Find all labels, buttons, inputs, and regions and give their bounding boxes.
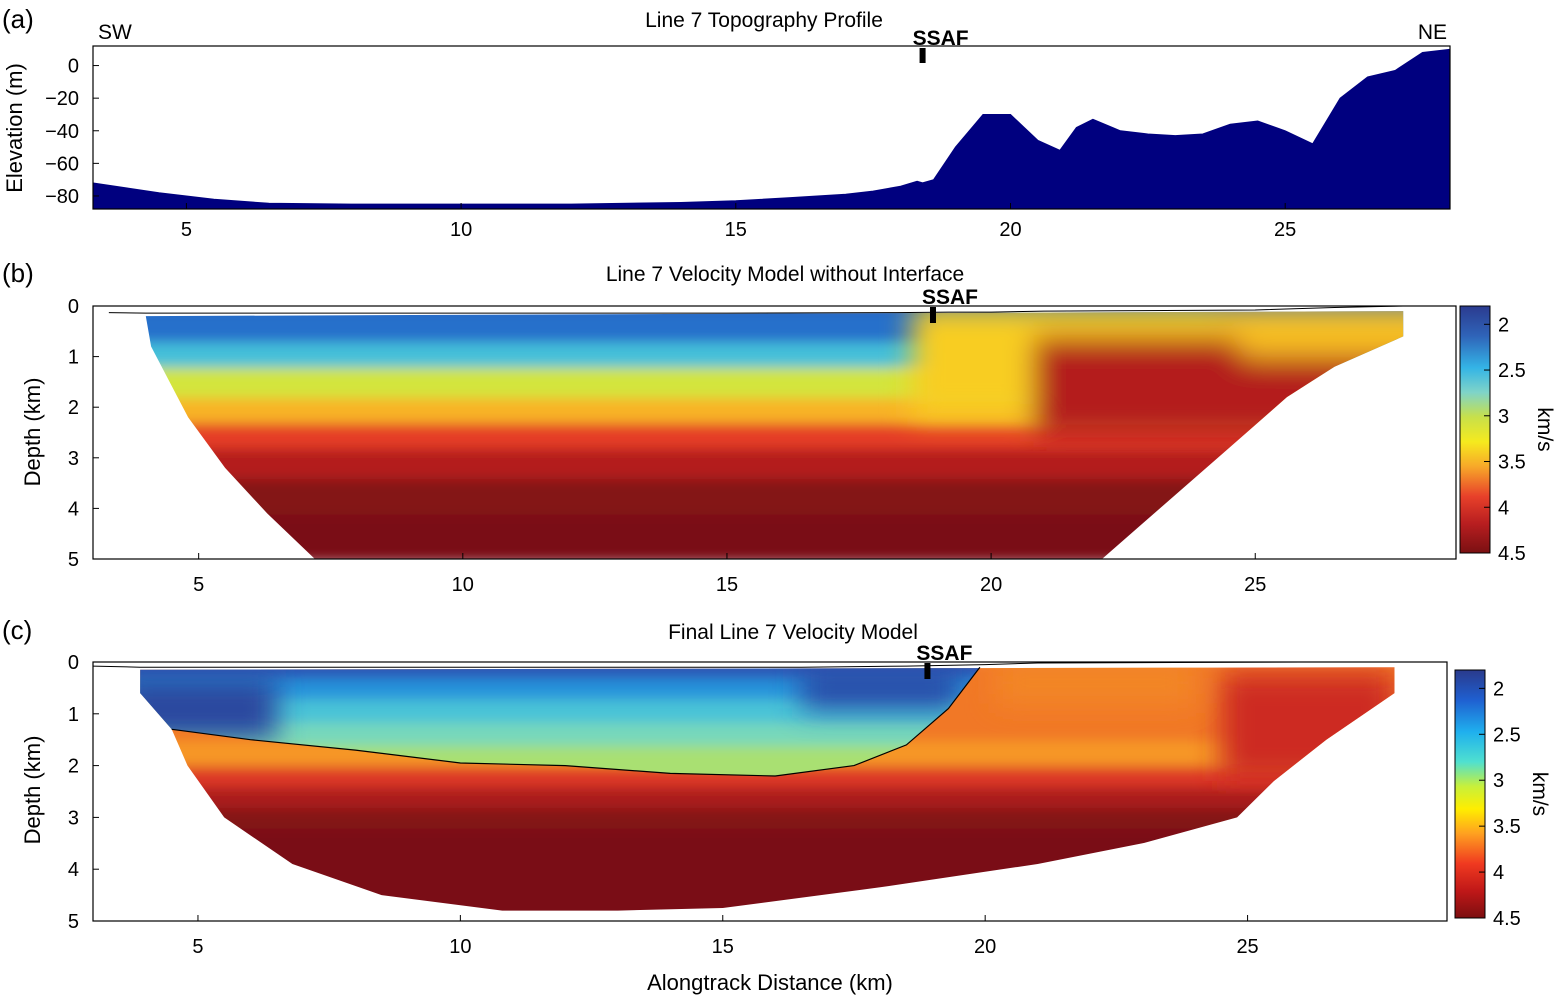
panel-b-velocity-field <box>145 311 1404 559</box>
y-tick-label: −20 <box>45 88 79 110</box>
y-tick-label: 1 <box>68 704 79 726</box>
panel-a-title: Line 7 Topography Profile <box>645 9 883 32</box>
panel-b-y-axis-label: Depth (km) <box>20 378 45 487</box>
fault-tick <box>919 48 926 63</box>
panel-b-x-ticks: 5 10 15 20 25 <box>193 553 1266 596</box>
panel-a-letter: (a) <box>2 4 34 34</box>
panel-a-y-axis-label: Elevation (m) <box>2 63 27 193</box>
basement-band <box>140 828 1395 911</box>
panel-c-topography-line <box>92 661 1447 668</box>
x-tick-label: 5 <box>192 936 203 958</box>
fault-label: SSAF <box>916 642 972 665</box>
panel-a-axes-box <box>92 45 1451 210</box>
colorbar-tick-label: 4.5 <box>1493 908 1521 930</box>
panel-c-title: Final Line 7 Velocity Model <box>668 621 918 644</box>
colorbar-ramp <box>1459 305 1491 554</box>
x-tick-label: 25 <box>1236 936 1258 958</box>
fault-tick <box>929 307 936 323</box>
ne-shallow-patch <box>995 667 1196 704</box>
topography-fill <box>92 48 1451 210</box>
y-tick-label: 5 <box>68 911 79 933</box>
panel-c-y-ticks: 0 1 2 3 4 5 <box>68 652 99 933</box>
y-tick-label: −40 <box>45 121 79 143</box>
ne-label: NE <box>1418 21 1447 44</box>
panel-b-letter: (b) <box>2 258 34 288</box>
colorbar-unit-label: km/s <box>1533 407 1556 451</box>
y-tick-label: 1 <box>68 347 79 369</box>
x-tick-label: 20 <box>974 936 996 958</box>
colorbar-tick-label: 3.5 <box>1498 452 1526 474</box>
basin-sw-dark <box>140 677 277 740</box>
colorbar-tick-label: 4 <box>1493 862 1504 884</box>
y-tick-label: 2 <box>68 756 79 778</box>
panel-c-axes-box <box>92 661 1448 922</box>
panel-b-axes-box <box>92 305 1457 560</box>
y-tick-label: 0 <box>68 652 79 674</box>
x-tick-label: 15 <box>712 936 734 958</box>
ne-fast-patch <box>1221 672 1395 782</box>
y-tick-label: 2 <box>68 397 79 419</box>
x-tick-label: 15 <box>725 219 747 241</box>
x-tick-label: 20 <box>999 219 1021 241</box>
panel-b-y-ticks: 0 1 2 3 4 5 <box>68 296 99 571</box>
panel-c-colorbar: 2 2.5 3 3.5 4 4.5 km/s <box>1454 669 1551 930</box>
panel-c-final-velocity-model: (c) Final Line 7 Velocity Model 5 10 15 20 2… <box>2 615 1551 995</box>
panel-c-y-axis-label: Depth (km) <box>20 736 45 845</box>
y-tick-label: 3 <box>68 807 79 829</box>
colorbar-tick-label: 3.5 <box>1493 816 1521 838</box>
y-tick-label: 3 <box>68 448 79 470</box>
colorbar-tick-label: 4 <box>1498 497 1509 519</box>
panel-b-velocity-model: (b) Line 7 Velocity Model without Interf… <box>2 258 1556 596</box>
topography-area <box>92 48 1451 210</box>
x-tick-label: 10 <box>452 574 474 596</box>
x-tick-label: 10 <box>450 219 472 241</box>
panel-b-title: Line 7 Velocity Model without Interface <box>606 263 964 286</box>
colorbar-tick-label: 2.5 <box>1498 360 1526 382</box>
velocity-band <box>145 514 1404 559</box>
x-tick-label: 10 <box>449 936 471 958</box>
x-tick-label: 5 <box>193 574 204 596</box>
colorbar-tick-label: 3 <box>1493 770 1504 792</box>
y-tick-label: 4 <box>68 498 79 520</box>
ne-surface-zone <box>1212 311 1404 357</box>
x-tick-label: 5 <box>181 219 192 241</box>
ssaf-fault-marker-c: SSAF <box>916 642 973 679</box>
ssaf-fault-marker-b: SSAF <box>922 286 978 323</box>
fault-label: SSAF <box>913 27 969 50</box>
panel-b-topography-line <box>108 305 1404 314</box>
colorbar-tick-label: 2 <box>1493 678 1504 700</box>
colorbar-unit-label: km/s <box>1528 772 1551 816</box>
fault-tick <box>924 663 931 679</box>
basin-interface-line <box>171 666 981 777</box>
colorbar-tick-label: 2 <box>1498 314 1509 336</box>
panel-b-colorbar: 2 2.5 3 3.5 4 4.5 km/s <box>1459 305 1556 565</box>
colorbar-ramp <box>1454 669 1486 919</box>
sw-label: SW <box>98 21 132 44</box>
panel-a-x-ticks: 5 10 15 20 25 <box>181 203 1296 241</box>
x-tick-label: 25 <box>1244 574 1266 596</box>
panel-a-y-ticks: 0 −20 −40 −60 −80 <box>45 56 99 208</box>
y-tick-label: 4 <box>68 859 79 881</box>
panel-c-velocity-field <box>140 667 1395 911</box>
fault-label: SSAF <box>922 286 978 309</box>
y-tick-label: 5 <box>68 549 79 571</box>
panel-c-x-axis-label: Alongtrack Distance (km) <box>647 970 893 995</box>
y-tick-label: 0 <box>68 56 79 78</box>
x-tick-label: 25 <box>1274 219 1296 241</box>
colorbar-tick-label: 4.5 <box>1498 543 1526 565</box>
y-tick-label: −60 <box>45 153 79 175</box>
panel-c-x-ticks: 5 10 15 20 25 <box>192 915 1259 958</box>
ssaf-fault-marker-a: SSAF <box>913 27 969 63</box>
x-tick-label: 20 <box>980 574 1002 596</box>
x-tick-label: 15 <box>716 574 738 596</box>
colorbar-tick-label: 3 <box>1498 406 1509 428</box>
panel-c-letter: (c) <box>2 615 32 645</box>
panel-a-topography: (a) Line 7 Topography Profile SW NE 5 10 1… <box>2 4 1451 241</box>
colorbar-tick-label: 2.5 <box>1493 724 1521 746</box>
y-tick-label: 0 <box>68 296 79 318</box>
basin-ne-dark <box>801 667 959 709</box>
y-tick-label: −80 <box>45 186 79 208</box>
